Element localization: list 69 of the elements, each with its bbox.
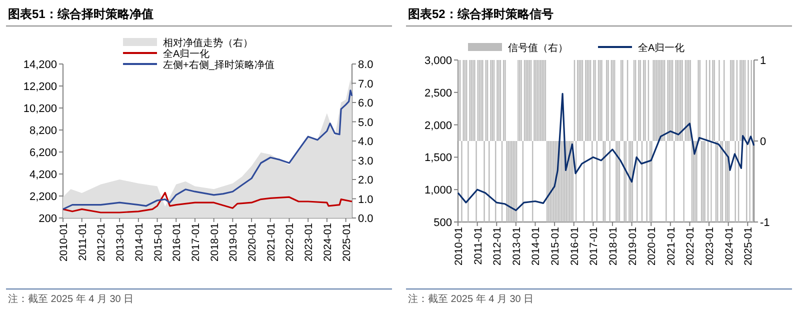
x-tick-label: 2022-01 bbox=[684, 226, 697, 266]
x-tick-label: 2013-01 bbox=[510, 226, 523, 266]
text: 注：截至 2025 年 4 月 30 日 bbox=[408, 293, 534, 305]
x-tick-label: 2013-01 bbox=[114, 222, 127, 262]
x-tick-label: 2023-01 bbox=[303, 222, 316, 262]
y2-tick-label: 5.0 bbox=[358, 116, 374, 129]
x-tick-label: 2011-01 bbox=[472, 226, 484, 265]
x-tick-label: 2014-01 bbox=[133, 222, 146, 262]
y2-tick-label: 2.0 bbox=[358, 174, 374, 186]
y2-tick-label: 6.0 bbox=[358, 98, 374, 110]
y2-tick-label: -1 bbox=[760, 217, 770, 229]
chart-title: 图表51：综合择时策略净值 bbox=[8, 7, 154, 21]
y2-tick-label: 1.0 bbox=[358, 194, 374, 206]
x-tick-label: 2016-01 bbox=[568, 226, 581, 266]
x-tick-label: 2017-01 bbox=[190, 222, 202, 262]
text: 注：截至 2025 年 4 月 30 日 bbox=[8, 293, 134, 305]
x-tick-label: 2012-01 bbox=[96, 222, 108, 262]
x-tick-label: 2010-01 bbox=[453, 226, 465, 266]
x-tick-label: 2025-01 bbox=[742, 226, 755, 266]
x-tick-label: 2010-01 bbox=[58, 222, 70, 262]
x-tick-label: 2021-01 bbox=[665, 226, 678, 266]
x-tick-label: 2023-01 bbox=[704, 226, 716, 266]
legend-label: 相对净值走势（右） bbox=[163, 37, 253, 49]
y-tick-label: 4,200 bbox=[29, 169, 57, 181]
x-tick-label: 2015-01 bbox=[550, 226, 562, 266]
x-tick-label: 2022-01 bbox=[284, 222, 296, 262]
x-tick-label: 2024-01 bbox=[322, 222, 334, 262]
x-tick-label: 2024-01 bbox=[723, 226, 736, 266]
y-tick-label: 10,200 bbox=[23, 103, 57, 115]
line-series bbox=[62, 192, 353, 214]
y-tick-label: 2,000 bbox=[424, 120, 452, 132]
x-tick-label: 2014-01 bbox=[530, 226, 542, 266]
y-tick-label: 3,000 bbox=[424, 55, 452, 67]
line-series bbox=[457, 92, 755, 212]
y-tick-label: 1,500 bbox=[424, 152, 452, 164]
legend-label: 全A归一化 bbox=[638, 42, 685, 54]
y2-tick-label: 0 bbox=[760, 136, 766, 148]
y-tick-label: 1,000 bbox=[424, 184, 452, 197]
y-tick-label: 14,200 bbox=[23, 59, 57, 71]
y-tick-label: 8,200 bbox=[29, 125, 57, 137]
legend-label: 左侧+右侧_择时策略净值 bbox=[163, 59, 274, 71]
x-tick-label: 2021-01 bbox=[265, 222, 278, 262]
y-tick-label: 2,500 bbox=[424, 87, 452, 100]
y2-tick-label: 0.0 bbox=[358, 213, 374, 225]
x-tick-label: 2017-01 bbox=[588, 226, 600, 266]
x-tick-label: 2020-01 bbox=[646, 226, 658, 266]
x-tick-label: 2011-01 bbox=[76, 222, 89, 261]
x-tick-label: 2020-01 bbox=[246, 222, 259, 262]
y2-tick-label: 3.0 bbox=[358, 155, 374, 168]
legend-label: 全A归一化 bbox=[163, 48, 210, 60]
x-tick-label: 2018-01 bbox=[208, 222, 221, 262]
y-tick-label: 200 bbox=[38, 213, 57, 225]
legend-label: 信号值（右） bbox=[508, 42, 568, 54]
y2-tick-label: 7.0 bbox=[358, 78, 374, 90]
y2-tick-label: 4.0 bbox=[358, 136, 374, 148]
x-tick-label: 2016-01 bbox=[171, 222, 184, 262]
y-tick-label: 6,200 bbox=[29, 147, 57, 159]
x-tick-label: 2012-01 bbox=[492, 226, 504, 266]
x-tick-label: 2018-01 bbox=[607, 226, 620, 266]
x-tick-label: 2025-01 bbox=[340, 222, 353, 262]
chart-title: 图表52：综合择时策略信号 bbox=[408, 7, 554, 21]
x-tick-label: 2019-01 bbox=[626, 226, 639, 266]
y-tick-label: 2,200 bbox=[29, 191, 57, 203]
y2-tick-label: 8.0 bbox=[358, 59, 374, 71]
y-tick-label: 12,200 bbox=[23, 81, 57, 93]
y-tick-label: 500 bbox=[434, 217, 452, 229]
x-tick-label: 2019-01 bbox=[228, 222, 240, 262]
x-tick-label: 2015-01 bbox=[152, 222, 164, 262]
y2-tick-label: 1 bbox=[760, 55, 766, 67]
